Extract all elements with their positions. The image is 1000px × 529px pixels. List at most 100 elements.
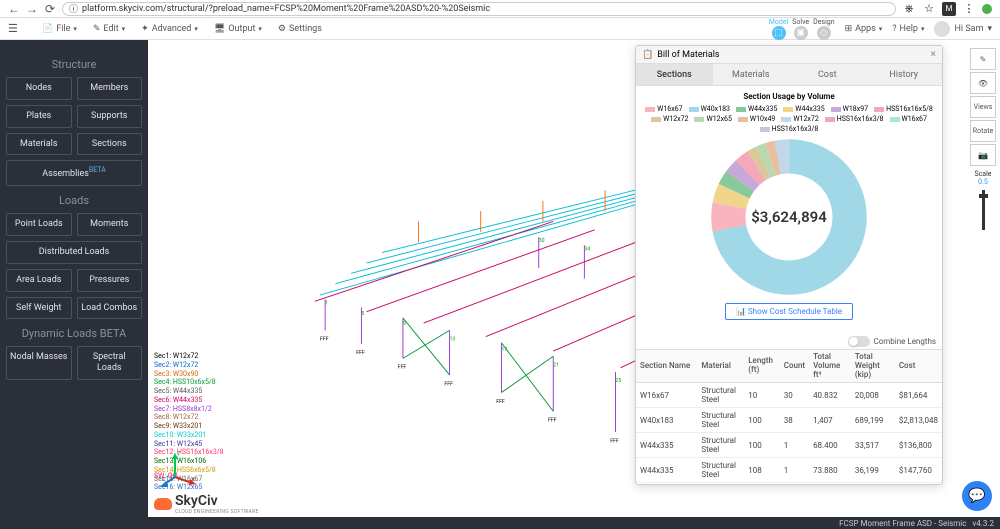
moments-button[interactable]: Moments: [77, 213, 143, 236]
legend-item: Sec3: W30x90: [154, 370, 224, 379]
svg-text:z: z: [162, 476, 165, 483]
nodes-button[interactable]: Nodes: [6, 77, 72, 100]
dynamic-heading: Dynamic Loads BETA: [6, 327, 142, 340]
legend-item: Sec7: HSS8x8x1/2: [154, 405, 224, 414]
pressures-button[interactable]: Pressures: [77, 269, 143, 292]
legend-item: Sec2: W12x72: [154, 361, 224, 370]
menu-dots-icon[interactable]: ⋮: [962, 2, 976, 16]
scale-slider[interactable]: [982, 190, 985, 230]
table-header: Length (ft): [744, 350, 780, 383]
legend-item: Sec5: W44x335: [154, 387, 224, 396]
self-weight-button[interactable]: Self Weight: [6, 297, 72, 320]
settings-menu[interactable]: ⚙Settings: [278, 24, 322, 34]
forward-icon[interactable]: →: [26, 3, 38, 15]
table-row[interactable]: W44x335Structural Steel100168.40033,517$…: [636, 433, 942, 458]
svg-text:FFF: FFF: [496, 399, 505, 405]
combine-label: Combine Lengths: [874, 337, 936, 346]
chart-legend-item: HSS16x16x5/8: [874, 105, 933, 113]
legend-item: Sec4: HSS10x6x5/8: [154, 378, 224, 387]
tab-cost[interactable]: Cost: [789, 64, 866, 85]
tab-materials[interactable]: Materials: [713, 64, 790, 85]
mode-solve-icon: ▣: [794, 26, 808, 40]
chart-title: Section Usage by Volume: [644, 92, 934, 101]
chart-legend: W16x67W40x183W44x335W44x335W18x97HSS16x1…: [644, 105, 934, 133]
close-icon[interactable]: ×: [931, 49, 936, 60]
table-header: Section Name: [636, 350, 697, 383]
tab-sections[interactable]: Sections: [636, 64, 713, 85]
nodal-masses-button[interactable]: Nodal Masses: [6, 346, 72, 380]
spectral-loads-button[interactable]: Spectral Loads: [77, 346, 143, 380]
tab-history[interactable]: History: [866, 64, 943, 85]
browser-chrome: ← → ⟳ ⓘ platform.skyciv.com/structural/?…: [0, 0, 1000, 18]
hamburger-icon[interactable]: ☰: [8, 22, 22, 35]
views-tool[interactable]: Views: [970, 96, 996, 118]
camera-tool[interactable]: 📷: [970, 144, 996, 166]
star-icon[interactable]: ☆: [922, 2, 936, 16]
svg-text:25: 25: [615, 378, 621, 384]
advanced-menu[interactable]: ✦Advanced▾: [141, 24, 198, 34]
point-loads-button[interactable]: Point Loads: [6, 213, 72, 236]
svg-text:13: 13: [450, 337, 456, 343]
svg-text:21: 21: [553, 363, 559, 369]
svg-text:17: 17: [501, 347, 507, 353]
mode-design-icon: ◇: [817, 26, 831, 40]
table-row[interactable]: W44x335Structural Steel108173.88036,199$…: [636, 458, 942, 483]
svg-text:30: 30: [539, 238, 545, 244]
chart-legend-item: W12x72: [781, 115, 818, 123]
materials-button[interactable]: Materials: [6, 133, 72, 156]
chat-button[interactable]: 💬: [962, 481, 992, 511]
area-loads-button[interactable]: Area Loads: [6, 269, 72, 292]
distributed-loads-button[interactable]: Distributed Loads: [6, 241, 142, 264]
back-icon[interactable]: ←: [8, 3, 20, 15]
svg-text:FFF: FFF: [610, 438, 619, 444]
donut-chart: $3,624,894: [709, 137, 869, 297]
user-menu[interactable]: Hi Sam▾: [934, 21, 992, 37]
chart-legend-item: HSS16x16x3/8: [825, 115, 884, 123]
status-dot-icon: [982, 4, 992, 14]
scale-indicator: Scale 0.5: [970, 170, 996, 186]
table-row[interactable]: W16x67Structural Steel1824.9002,401$9,80…: [636, 483, 942, 484]
load-combos-button[interactable]: Load Combos: [77, 297, 143, 320]
help-menu[interactable]: ?Help▾: [892, 24, 924, 34]
svg-text:FFF: FFF: [444, 381, 453, 387]
assemblies-button[interactable]: AssembliesBETA: [6, 160, 142, 186]
anchor-icon[interactable]: ⎈: [902, 2, 916, 16]
pencil-tool[interactable]: ✎: [970, 48, 996, 70]
table-row[interactable]: W40x183Structural Steel100381,407689,199…: [636, 408, 942, 433]
axis-gizmo: y x z: [160, 447, 200, 487]
svg-text:y: y: [177, 450, 180, 457]
cloud-icon: [154, 498, 172, 510]
rotate-tool[interactable]: Rotate: [970, 120, 996, 142]
table-row[interactable]: W16x67Structural Steel103040.83220,008$8…: [636, 383, 942, 408]
legend-item: Sec10: W33x201: [154, 431, 224, 440]
svg-text:5: 5: [361, 311, 364, 317]
sections-button[interactable]: Sections: [77, 133, 143, 156]
chart-legend-item: W18x97: [831, 105, 868, 113]
plates-button[interactable]: Plates: [6, 105, 72, 128]
skyciv-logo: SkyCiv CLOUD ENGINEERING SOFTWARE: [154, 493, 259, 515]
chart-legend-item: W16x67: [645, 105, 682, 113]
avatar-icon: [934, 21, 950, 37]
chart-legend-item: W44x335: [783, 105, 824, 113]
eye-tool[interactable]: 👁: [970, 72, 996, 94]
chart-legend-item: W10x49: [738, 115, 775, 123]
supports-button[interactable]: Supports: [77, 105, 143, 128]
members-button[interactable]: Members: [77, 77, 143, 100]
url-text: platform.skyciv.com/structural/?preload_…: [82, 4, 490, 14]
app-toolbar: ☰ 📄File▾ ✎Edit▾ ✦Advanced▾ 🖥Output▾ ⚙Set…: [0, 18, 1000, 40]
apps-menu[interactable]: ⊞Apps▾: [845, 24, 883, 34]
chart-legend-item: HSS16x16x3/8: [760, 125, 819, 133]
svg-text:1: 1: [325, 300, 328, 306]
bom-table: Section NameMaterialLength (ft)CountTota…: [636, 349, 942, 484]
structure-heading: Structure: [6, 58, 142, 71]
show-cost-button[interactable]: 📊 Show Cost Schedule Table: [725, 303, 853, 320]
reload-icon[interactable]: ⟳: [44, 3, 56, 15]
file-menu[interactable]: 📄File▾: [42, 24, 77, 34]
combine-toggle[interactable]: [848, 336, 870, 347]
mode-switcher[interactable]: Model⬚ Solve▣ Design◇: [769, 18, 835, 40]
svg-text:FFF: FFF: [356, 350, 365, 356]
extension-icon[interactable]: M: [942, 2, 956, 16]
url-bar[interactable]: ⓘ platform.skyciv.com/structural/?preloa…: [62, 2, 896, 16]
edit-menu[interactable]: ✎Edit▾: [93, 24, 125, 34]
output-menu[interactable]: 🖥Output▾: [214, 24, 262, 34]
